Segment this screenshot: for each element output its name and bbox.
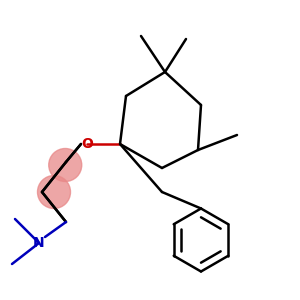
- Circle shape: [49, 148, 82, 182]
- Circle shape: [38, 176, 70, 208]
- Text: O: O: [81, 137, 93, 151]
- Text: N: N: [33, 236, 45, 250]
